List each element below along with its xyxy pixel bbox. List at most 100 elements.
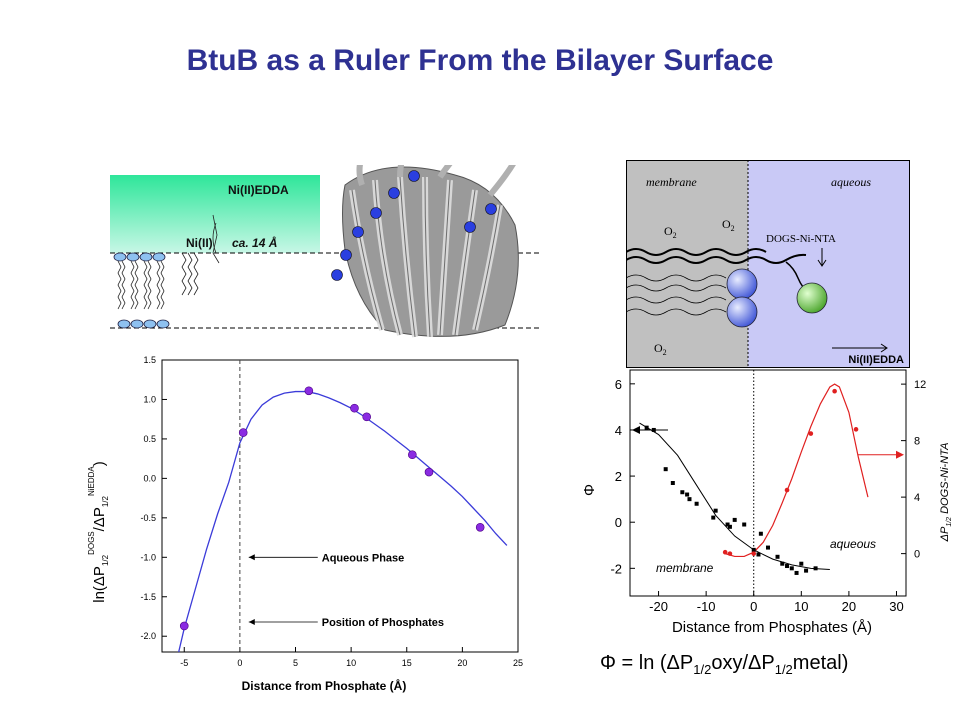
lipid-headgroups <box>113 252 170 329</box>
chart2-left-tick-label: 0 <box>615 515 622 530</box>
chart1-y-tick-label: 0.5 <box>143 434 156 444</box>
chart2-phi-point <box>766 545 770 550</box>
aqueous-layer <box>110 175 320 253</box>
chart1-y-tick-label: -2.0 <box>140 631 156 641</box>
chart2-x-tick-label: -10 <box>697 599 716 614</box>
chart2-x-tick-label: 10 <box>794 599 808 614</box>
chart1-x-tick-label: 0 <box>237 658 242 668</box>
chart2-left-tick-label: 4 <box>615 423 622 438</box>
lipid-tails <box>117 252 199 310</box>
chart2-left-axis-label: Φ <box>581 484 598 496</box>
chart2-left-tick-label: -2 <box>610 561 622 576</box>
chart2-phi-point <box>713 508 718 513</box>
chart1-data-point <box>424 467 434 477</box>
reagent-label: Ni(II)EDDA <box>228 183 289 197</box>
chart2-right-tick-label: 12 <box>914 379 926 391</box>
spin-label-sphere-1 <box>726 268 758 300</box>
chart2-dogs-point <box>722 549 728 555</box>
chart2-phi-point <box>694 501 699 506</box>
chart2-dogs-point <box>784 487 790 493</box>
chart2-phi-point <box>711 515 716 520</box>
membrane-schematic: membrane aqueous O2 O2 O2 DOGS-Ni-NTA Ni… <box>626 160 910 368</box>
chart1-data-point <box>179 621 189 631</box>
chart1-y-tick-label: -1.0 <box>140 552 156 562</box>
chart1-y-tick-label: -0.5 <box>140 513 156 523</box>
chart1-annotation-arrowhead <box>248 554 255 561</box>
chart2-phi-point <box>789 566 794 571</box>
chart2-dogs-point <box>751 551 757 556</box>
chart2-phi-point <box>813 566 818 571</box>
btub-barrel <box>342 165 519 338</box>
chart2-phi-point <box>799 561 804 566</box>
chart2-dogs-point <box>808 431 814 436</box>
nickel-sphere <box>796 282 828 314</box>
ni-label: Ni(II) <box>186 236 213 250</box>
chart1-y-tick-label: 0.0 <box>143 473 156 483</box>
o2-label-3: O2 <box>654 341 667 357</box>
chart2-phi-point <box>758 531 763 536</box>
chart2-phi-point <box>785 564 790 569</box>
chart2-x-tick-label: -20 <box>649 599 668 614</box>
chart2-phi-point <box>725 522 730 527</box>
chart2-phi-fit <box>639 422 830 570</box>
chart2-membrane-label: membrane <box>656 561 714 575</box>
chart1-x-tick-label: 25 <box>513 658 523 668</box>
chart2-dogs-fit <box>725 383 869 558</box>
chart1-x-tick-label: 20 <box>457 658 467 668</box>
svg-text:ln(ΔP1/2DOGS/ΔP1/2NiEDDA): ln(ΔP1/2DOGS/ΔP1/2NiEDDA) <box>87 461 110 603</box>
chart2-aqueous-label: aqueous <box>830 537 876 551</box>
chart2-phi-point <box>732 517 737 522</box>
chart1-x-axis-label: Distance from Phosphate (Å) <box>242 678 407 693</box>
bilayer-cartoon <box>110 165 540 338</box>
chart1-y-tick-label: 1.5 <box>143 355 156 365</box>
phi-formula: Φ = ln (ΔP1/2oxy/ΔP1/2metal) <box>600 652 849 677</box>
chart1-x-tick-label: 10 <box>346 658 356 668</box>
chart2-x-tick-label: 20 <box>842 599 856 614</box>
chart2-dogs-point <box>727 551 733 556</box>
chart2-frame <box>629 369 907 597</box>
chart1-fit-curve <box>178 390 508 653</box>
chart2-phi-point <box>727 524 732 529</box>
chart2-dogs-point <box>853 427 859 432</box>
niedda-label: Ni(II)EDDA <box>848 354 904 366</box>
chart1-data-point <box>304 386 314 396</box>
aqueous-region <box>748 160 910 368</box>
chart1-y-tick-label: 1.0 <box>143 394 156 404</box>
chart2-x-axis-label: Distance from Phosphates (Å) <box>672 619 872 636</box>
chart2-phi-point <box>663 467 668 472</box>
chart2-phi-point <box>775 554 780 559</box>
chart2-dogs-point <box>832 388 837 394</box>
distance-label: ca. 14 Å <box>232 236 278 250</box>
spin-label-positions <box>331 170 497 281</box>
chart2-phi-point <box>804 568 809 573</box>
chart-ln-ratio: Distance from Phosphate (Å) ln(ΔP1/2DOGS… <box>87 355 523 693</box>
schematic-membrane-label: membrane <box>646 175 697 189</box>
chart2-x-tick-label: 0 <box>750 599 757 614</box>
membrane-region <box>626 160 748 368</box>
dogs-ni-nta-label: DOGS-Ni-NTA <box>766 233 836 245</box>
chart1-x-tick-label: -5 <box>180 658 188 668</box>
chart2-right-axis-arrowhead <box>896 450 904 459</box>
annotation-position-of-phosphates: Position of Phosphates <box>322 617 444 629</box>
chart1-y-axis-label: ln(ΔP1/2DOGS/ΔP1/2NiEDDA) <box>87 461 110 603</box>
chart2-phi-point <box>751 547 756 552</box>
chart2-phi-point <box>780 561 785 566</box>
chart1-data-point <box>362 412 372 422</box>
chart2-phi-point <box>756 552 761 557</box>
annotation-aqueous-phase: Aqueous Phase <box>322 552 405 564</box>
chart1-x-tick-label: 5 <box>293 658 298 668</box>
chart1-data-point <box>408 450 417 460</box>
chart2-right-tick-label: 0 <box>914 549 920 561</box>
schematic-aqueous-label: aqueous <box>831 175 871 189</box>
chart2-x-tick-label: 30 <box>889 599 903 614</box>
chart2-phi-point <box>742 522 747 527</box>
chart2-phi-point <box>670 481 675 485</box>
chart2-right-tick-label: 8 <box>914 436 920 448</box>
chart1-data-point <box>350 403 359 413</box>
chart1-x-tick-label: 15 <box>402 658 412 668</box>
chart2-left-tick-label: 2 <box>615 469 622 484</box>
niedda-arrow <box>832 343 888 353</box>
chart2-left-axis-arrowhead <box>632 425 640 434</box>
dogs-arrow <box>817 248 827 267</box>
lipid-chains <box>626 248 811 316</box>
